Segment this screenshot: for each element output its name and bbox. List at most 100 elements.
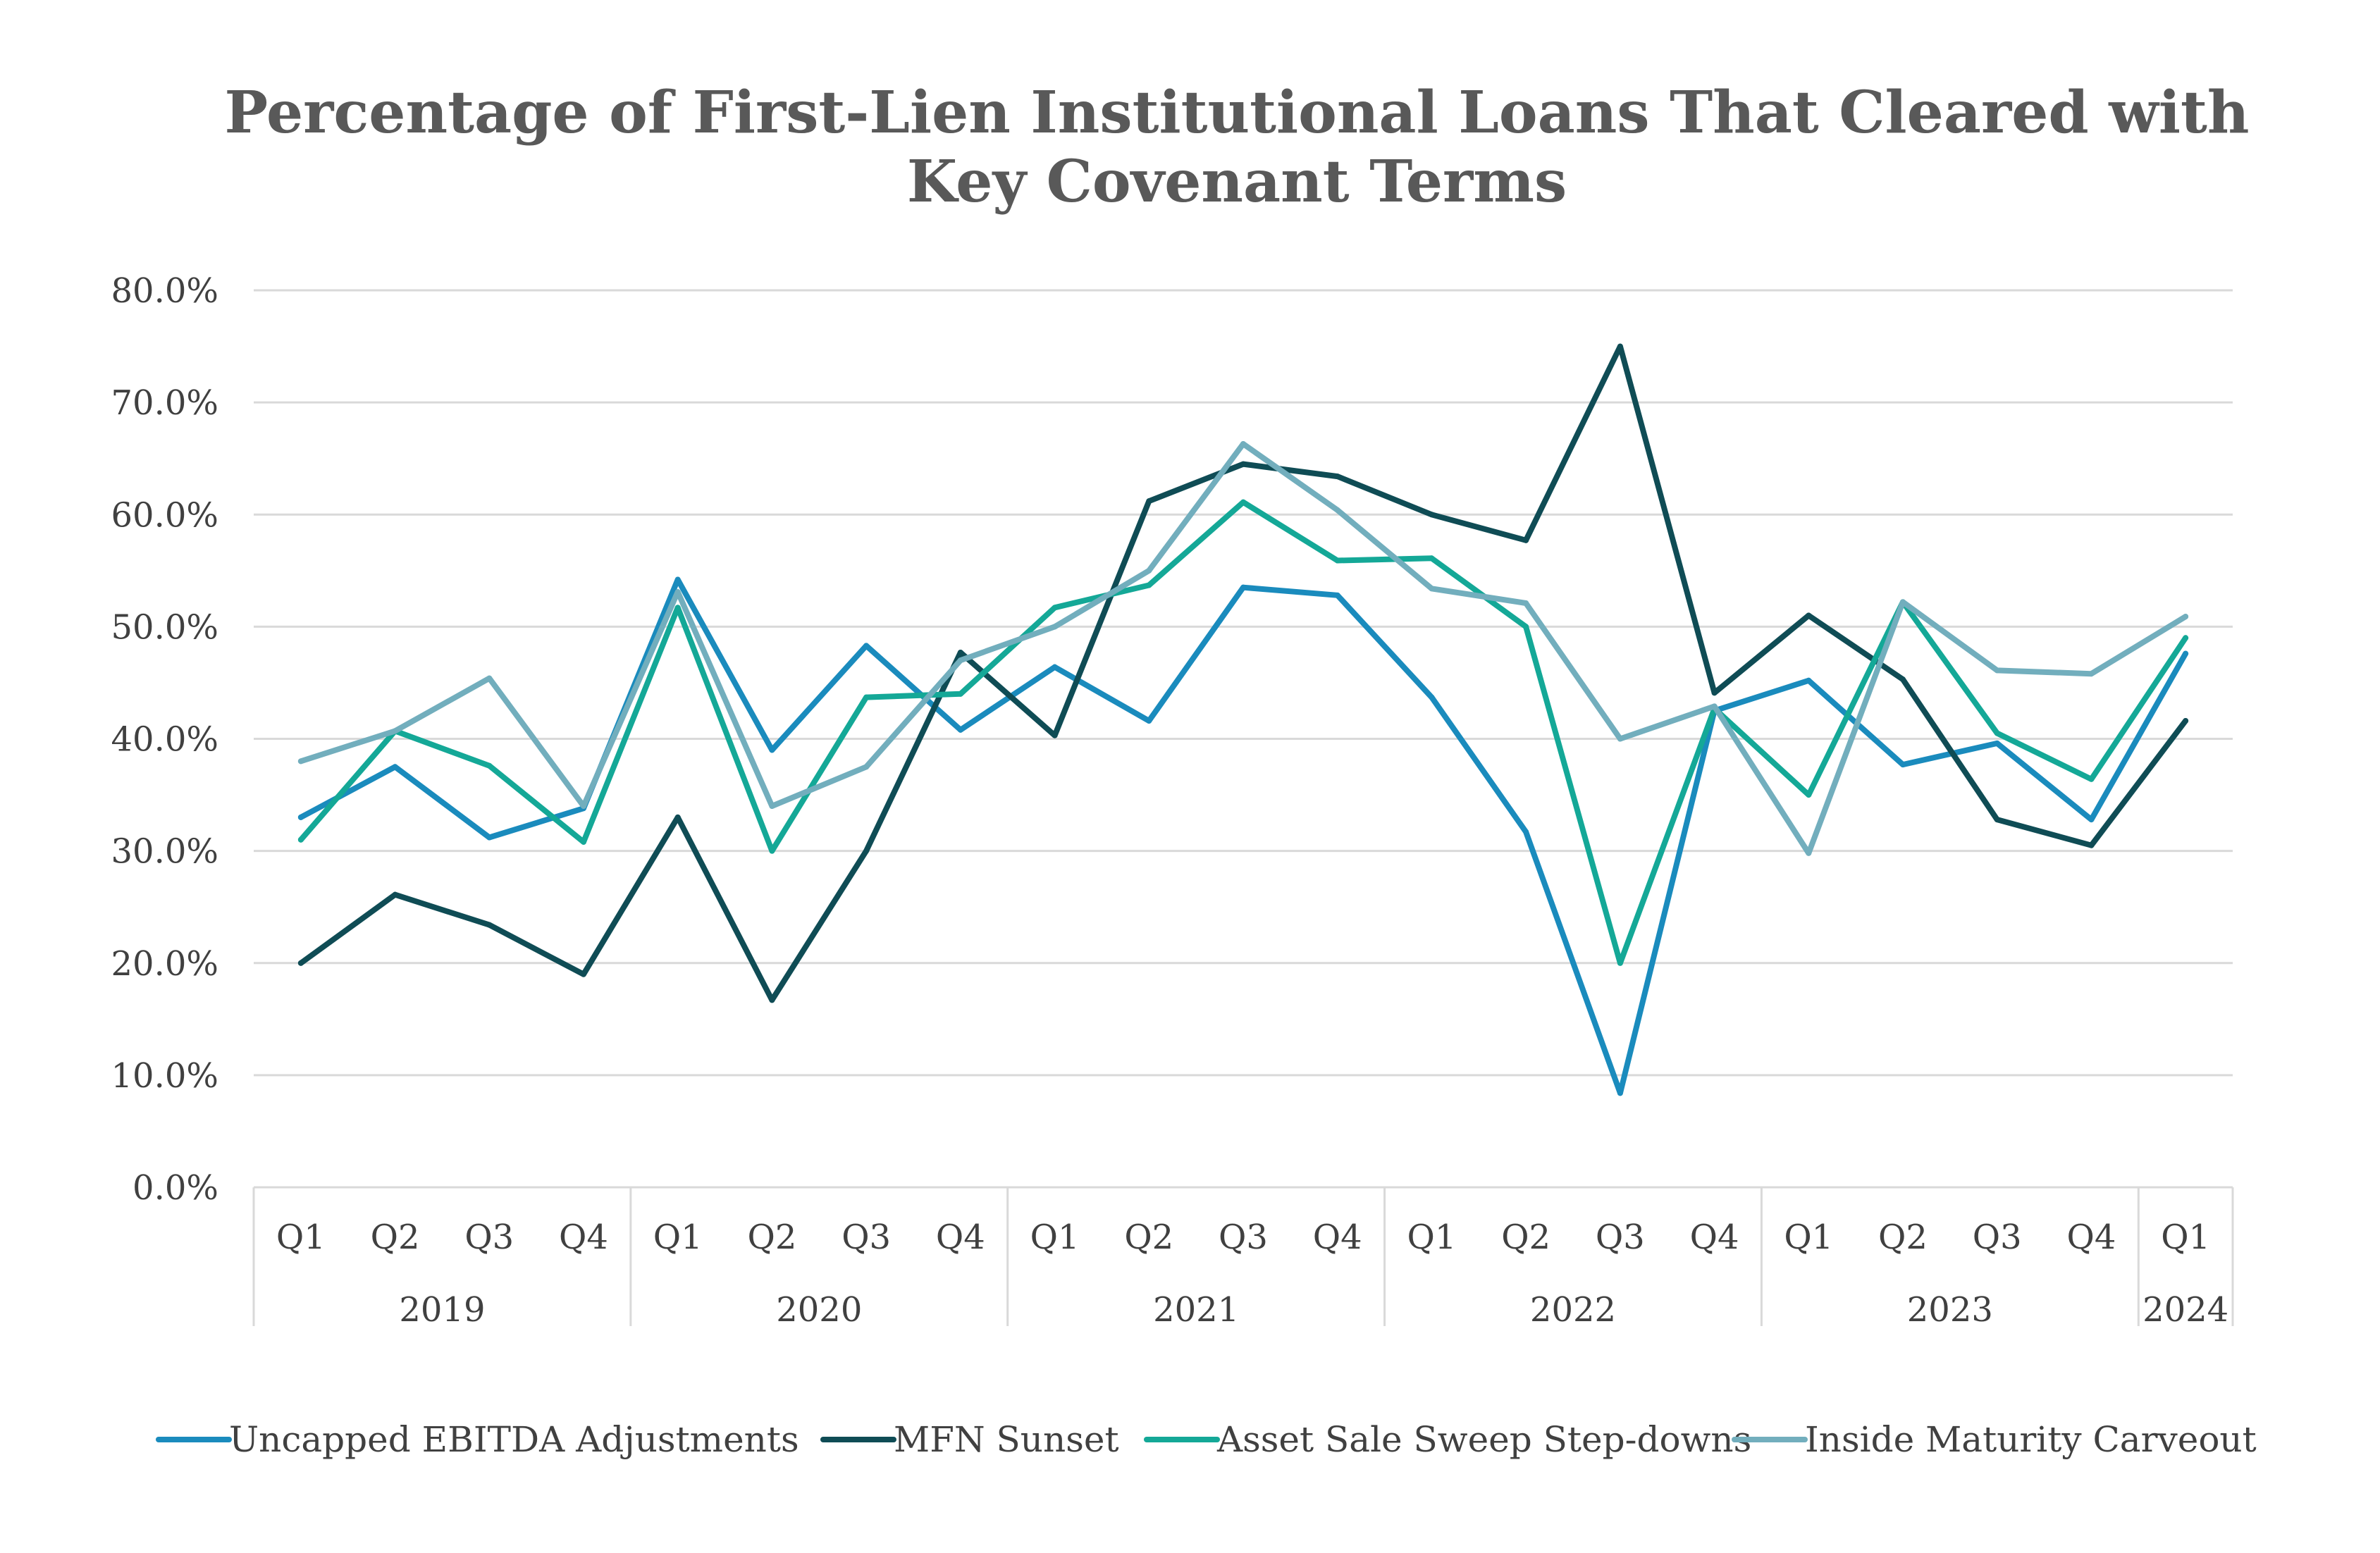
legend-label: Inside Maturity Carveout [1805, 1419, 2257, 1460]
data-point [1617, 1090, 1623, 1096]
data-point [1806, 612, 1812, 619]
data-point [1334, 507, 1340, 513]
legend-item-asset-sale-sweep-step-downs: Asset Sale Sweep Step-downs [1144, 1419, 1751, 1460]
x-year-label-2024: 2024 [2142, 1290, 2228, 1330]
series-uncapped-ebitda-adjustments [297, 576, 2189, 1096]
data-point [1240, 461, 1246, 467]
y-tick-label-50: 50.0% [111, 607, 218, 647]
legend: Uncapped EBITDA Adjustments MFN Sunset Ass… [156, 1419, 2257, 1460]
x-year-label-2020: 2020 [776, 1290, 862, 1330]
data-point [392, 728, 398, 734]
data-point [1240, 499, 1246, 505]
x-year-label-2021: 2021 [1153, 1290, 1239, 1330]
data-point [1900, 676, 1906, 683]
data-point [297, 758, 304, 765]
data-point [674, 605, 681, 611]
legend-label: Uncapped EBITDA Adjustments [229, 1419, 799, 1460]
series-asset-sale-sweep-step-downs [297, 499, 2189, 966]
data-point [1806, 850, 1812, 856]
data-point [1523, 600, 1529, 606]
x-axis: Q1 Q2 Q3 Q4 Q1 Q2 Q3 Q4 Q1 Q2 Q3 Q4 Q1 Q2 Q3 Q4 Q1 Q2 Q3 Q4… [252, 1186, 2234, 1330]
y-tick-label-30: 30.0% [111, 832, 218, 872]
y-tick-label-60: 60.0% [111, 495, 218, 535]
data-point [1429, 555, 1435, 562]
data-point [486, 922, 493, 928]
data-point [1523, 537, 1529, 543]
x-year-label-2023: 2023 [1907, 1290, 1993, 1330]
data-point [674, 589, 681, 595]
x-tick-label: Q1 [276, 1218, 326, 1257]
data-point [1711, 690, 1718, 696]
data-point [674, 814, 681, 820]
data-point [2088, 776, 2095, 782]
data-point [863, 764, 870, 770]
data-point [674, 576, 681, 583]
x-tick-label: Q4 [1313, 1218, 1362, 1257]
data-point [581, 839, 586, 845]
data-point [1429, 512, 1435, 518]
series-inside-maturity-carveout [297, 441, 2189, 856]
x-tick-label: Q2 [371, 1218, 420, 1257]
data-point [863, 643, 870, 649]
gridlines [254, 289, 2233, 1077]
data-point [1617, 343, 1623, 349]
y-tick-label-80: 80.0% [111, 271, 218, 311]
x-tick-label: Q1 [653, 1218, 703, 1257]
x-tick-label: Q3 [1596, 1218, 1645, 1257]
legend-item-inside-maturity-carveout: Inside Maturity Carveout [1732, 1419, 2257, 1460]
data-point [769, 997, 775, 1003]
data-point [957, 649, 963, 655]
data-point [1334, 592, 1340, 598]
data-point [769, 803, 775, 809]
data-point [1052, 732, 1058, 738]
data-point [392, 891, 398, 898]
y-tick-label-10: 10.0% [111, 1056, 218, 1096]
x-tick-label: Q2 [1878, 1218, 1928, 1257]
data-point [1146, 567, 1152, 574]
series-line-asset-sale-sweep-step-downs [297, 499, 2189, 966]
data-point [486, 675, 493, 681]
chart-title-line-1: Percentage of First-Lien Institutional L… [225, 79, 2250, 147]
data-point [1617, 736, 1623, 742]
x-tick-label: Q2 [1124, 1218, 1173, 1257]
data-point [297, 960, 304, 966]
y-tick-label-20: 20.0% [111, 944, 218, 984]
data-point [581, 971, 586, 977]
data-point [1052, 605, 1058, 611]
data-point [1334, 474, 1340, 480]
data-point [2183, 635, 2189, 641]
y-tick-label-70: 70.0% [111, 383, 218, 423]
data-point [581, 803, 586, 809]
data-point [769, 848, 775, 854]
x-tick-label: Q3 [841, 1218, 891, 1257]
data-point [1900, 762, 1906, 768]
y-axis-tick-labels: 0.0% 10.0% 20.0% 30.0% 40.0% 50.0% 60.0% 70.0% 8… [111, 271, 218, 1208]
data-point [1052, 664, 1058, 670]
y-tick-label-40: 40.0% [111, 720, 218, 760]
data-point [1146, 582, 1152, 588]
data-point [1994, 740, 2000, 746]
data-point [2088, 842, 2095, 848]
chart-title-line-2: Key Covenant Terms [907, 148, 1567, 216]
data-point [863, 694, 870, 700]
data-point [1523, 624, 1529, 630]
data-point [1240, 584, 1246, 590]
data-point [486, 834, 493, 841]
legend-item-mfn-sunset: MFN Sunset [820, 1419, 1119, 1460]
legend-item-uncapped-ebitda-adjustments: Uncapped EBITDA Adjustments [156, 1419, 799, 1460]
x-tick-label: Q2 [747, 1218, 796, 1257]
legend-label: Asset Sale Sweep Step-downs [1216, 1419, 1751, 1460]
data-point [392, 764, 398, 770]
x-tick-label: Q1 [1407, 1218, 1456, 1257]
data-point [1994, 730, 2000, 736]
x-tick-label: Q2 [1501, 1218, 1550, 1257]
data-point [1523, 829, 1529, 835]
data-point [1429, 586, 1435, 592]
data-point [297, 814, 304, 820]
data-point [957, 726, 963, 733]
data-point [1052, 624, 1058, 630]
data-point [863, 848, 870, 854]
data-point [486, 762, 493, 769]
